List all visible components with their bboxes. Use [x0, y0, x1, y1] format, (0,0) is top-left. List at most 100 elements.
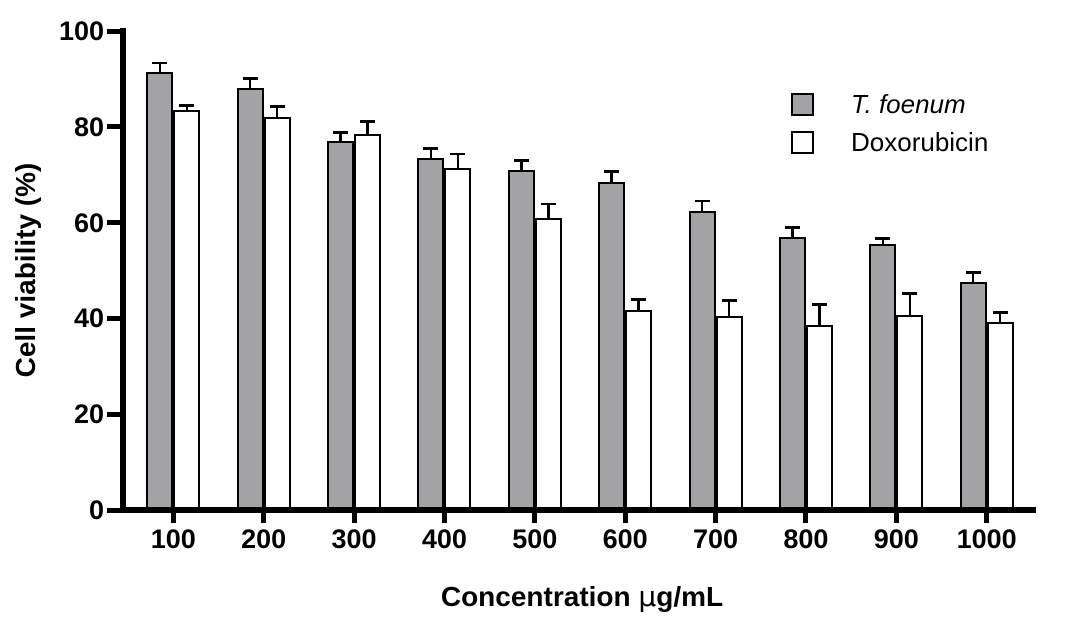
bar-t-foenum-700	[688, 210, 716, 513]
x-tick	[984, 508, 990, 523]
y-tick-label: 60	[73, 207, 104, 238]
error-bar-stem	[275, 106, 279, 118]
x-tick-label: 100	[150, 524, 196, 554]
y-tick-label: 40	[73, 303, 104, 334]
x-axis-title: Concentration µg/mL	[332, 581, 832, 613]
error-bar-cap	[242, 77, 258, 80]
error-bar-stem	[610, 171, 613, 182]
bar-t-foenum-400	[417, 157, 445, 513]
error-bar-cap	[694, 199, 710, 203]
error-bar-cap	[269, 105, 285, 109]
bar-doxorubicin-100	[173, 110, 201, 513]
error-bar-cap	[965, 271, 981, 274]
legend-swatch-t-foenum	[791, 93, 814, 116]
bar-t-foenum-1000	[959, 282, 987, 513]
x-tick	[351, 508, 357, 523]
bar-t-foenum-800	[778, 236, 806, 513]
x-axis-title-unit: g/mL	[656, 581, 724, 612]
error-bar-cap	[721, 299, 737, 303]
y-tick	[107, 220, 121, 226]
x-tick	[622, 508, 628, 523]
error-bar-stem	[908, 293, 911, 315]
x-tick-label: 200	[241, 524, 287, 554]
x-tick	[261, 508, 267, 523]
error-bar-cap	[540, 202, 556, 206]
x-tick-label: 400	[421, 524, 467, 554]
y-tick-label: 100	[58, 16, 104, 46]
y-axis-title: Cell viability (%)	[10, 162, 41, 378]
error-bar-stem	[637, 299, 640, 310]
error-bar-stem	[791, 227, 794, 237]
y-tick	[107, 507, 121, 513]
bar-doxorubicin-400	[444, 167, 472, 513]
error-bar-stem	[971, 272, 975, 283]
x-tick-label: 500	[512, 524, 558, 554]
error-bar-stem	[998, 312, 1002, 323]
bar-doxorubicin-500	[534, 217, 562, 513]
error-bar-cap	[152, 61, 168, 65]
error-bar-stem	[547, 203, 550, 218]
error-bar-cap	[604, 170, 620, 174]
error-bar-cap	[333, 131, 349, 134]
bar-doxorubicin-200	[263, 117, 291, 513]
legend-label-doxorubicin: Doxorubicin	[851, 127, 989, 157]
bar-t-foenum-100	[146, 71, 174, 513]
error-bar-cap	[450, 152, 466, 156]
x-tick	[170, 508, 176, 523]
x-tick-label: 700	[692, 524, 739, 554]
bar-doxorubicin-800	[805, 324, 833, 513]
x-tick-label: 900	[873, 524, 919, 554]
y-tick-label: 0	[88, 495, 104, 525]
x-tick	[713, 508, 719, 523]
bar-t-foenum-300	[327, 141, 355, 513]
error-bar-stem	[339, 132, 342, 142]
y-tick-label: 20	[73, 399, 104, 430]
error-bar-stem	[158, 63, 162, 72]
error-bar-cap	[360, 120, 376, 123]
legend-label-t-foenum: T. foenum	[851, 89, 966, 119]
x-tick-label: 300	[331, 524, 377, 554]
error-bar-stem	[248, 78, 252, 89]
error-bar-stem	[429, 148, 433, 158]
x-tick	[803, 508, 809, 523]
error-bar-cap	[992, 310, 1008, 314]
bar-doxorubicin-1000	[986, 322, 1014, 513]
y-tick	[107, 315, 121, 321]
x-tick	[441, 508, 447, 523]
y-tick	[107, 28, 121, 34]
error-bar-cap	[423, 147, 439, 151]
error-bar-stem	[727, 300, 731, 316]
x-axis-line	[120, 507, 1036, 513]
bar-t-foenum-600	[598, 181, 626, 513]
x-axis-title-text: Concentration	[440, 581, 639, 612]
bar-doxorubicin-600	[625, 309, 653, 513]
error-bar-stem	[881, 238, 884, 245]
x-tick-label: 1000	[956, 524, 1017, 554]
bar-doxorubicin-900	[896, 314, 924, 513]
legend-swatch-doxorubicin	[791, 131, 814, 154]
x-tick-label: 600	[602, 524, 648, 554]
x-tick-label: 800	[783, 524, 829, 554]
bar-t-foenum-500	[507, 169, 535, 513]
x-tick	[893, 508, 899, 523]
error-bar-stem	[520, 160, 523, 170]
y-tick	[107, 124, 121, 130]
bar-t-foenum-200	[236, 88, 264, 513]
bar-t-foenum-900	[869, 244, 897, 513]
error-bar-cap	[902, 292, 918, 295]
bar-doxorubicin-700	[715, 316, 743, 513]
error-bar-cap	[875, 237, 891, 241]
error-bar-cap	[631, 298, 647, 302]
y-tick	[107, 411, 121, 417]
error-bar-cap	[811, 303, 827, 306]
error-bar-cap	[784, 226, 800, 230]
error-bar-stem	[700, 201, 704, 211]
error-bar-stem	[456, 154, 460, 168]
mu-symbol: µ	[638, 580, 657, 613]
error-bar-cap	[179, 104, 195, 108]
bar-doxorubicin-300	[354, 133, 382, 513]
error-bar-cap	[513, 158, 529, 162]
error-bar-stem	[818, 304, 821, 325]
x-tick	[532, 508, 538, 523]
